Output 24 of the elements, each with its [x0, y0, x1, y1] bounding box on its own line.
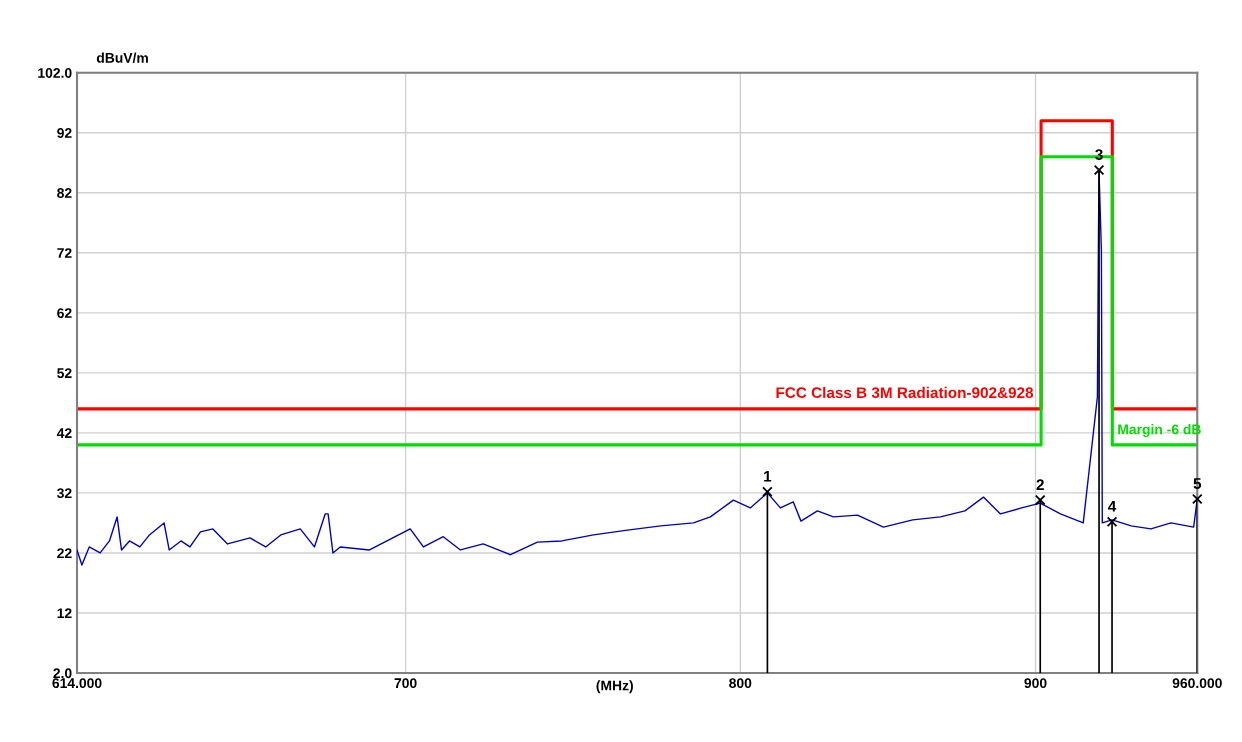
y-tick-label: 52 — [57, 368, 72, 379]
y-tick-label: 42 — [56, 428, 72, 438]
y-tick-label: 32 — [57, 488, 72, 499]
x-tick-label: 960.000 — [1172, 678, 1222, 689]
x-tick-label: 800 — [729, 678, 752, 689]
annotation: 4 — [1108, 501, 1117, 512]
y-axis-title: dBuV/m — [96, 52, 148, 63]
y-tick-label: 102.0 — [38, 68, 72, 78]
y-tick-label: 12 — [57, 608, 72, 618]
x-tick-label: 900 — [1024, 678, 1047, 689]
y-tick-label: 2.0 — [53, 668, 72, 679]
annotation: 1 — [764, 471, 772, 482]
y-tick-label: 92 — [57, 128, 72, 138]
y-tick-label: 72 — [57, 248, 72, 258]
y-tick-label: 22 — [57, 548, 72, 558]
x-tick-label: 614.000 — [52, 678, 102, 689]
annotation: 2 — [1036, 479, 1044, 490]
annotation: 5 — [1193, 478, 1202, 489]
x-axis-title: (MHz) — [596, 680, 633, 694]
y-tick-label: 82 — [57, 188, 72, 198]
series-label: FCC Class B 3M Radiation-902&928 — [776, 386, 1034, 399]
y-tick-label: 62 — [57, 308, 72, 318]
x-tick-label: 700 — [394, 678, 417, 689]
series-label: Margin -6 dB — [1118, 424, 1201, 438]
